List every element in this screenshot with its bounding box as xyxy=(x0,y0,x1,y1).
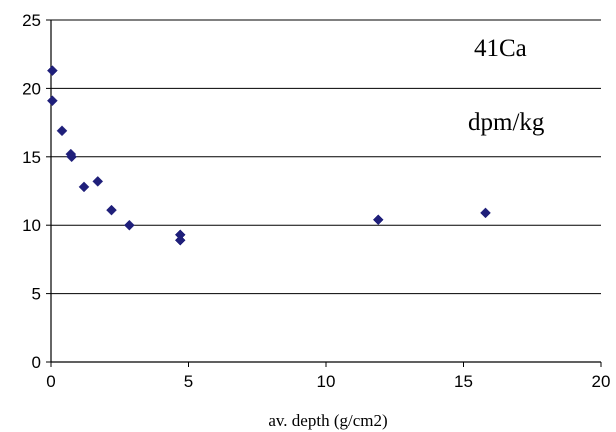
x-axis-label: av. depth (g/cm2) xyxy=(268,411,387,430)
data-point xyxy=(78,181,90,193)
y-tick-label: 25 xyxy=(22,11,41,30)
x-tick-label: 15 xyxy=(454,372,473,391)
ticks xyxy=(46,19,602,367)
data-point xyxy=(92,176,104,187)
data-point xyxy=(66,151,77,163)
data-point xyxy=(106,204,117,216)
x-tick-label: 20 xyxy=(592,372,611,391)
annotation-isotope: 41Ca xyxy=(474,35,527,62)
axis-tick-labels: 0 5 10 15 20 25 0 5 10 15 20 xyxy=(22,11,610,391)
annotation-units: dpm/kg xyxy=(468,109,545,136)
y-tick-label: 0 xyxy=(32,353,41,372)
x-tick-label: 5 xyxy=(184,372,193,391)
gridlines xyxy=(51,19,601,295)
x-tick-label: 0 xyxy=(46,372,55,391)
data-point xyxy=(124,219,135,231)
data-point xyxy=(47,95,58,107)
y-tick-label: 10 xyxy=(22,216,41,235)
data-points xyxy=(47,65,491,246)
x-tick-label: 10 xyxy=(317,372,336,391)
data-point xyxy=(56,125,68,137)
data-point xyxy=(174,234,186,246)
y-tick-label: 20 xyxy=(22,79,41,98)
data-point xyxy=(47,65,58,76)
plot-background xyxy=(51,20,601,362)
y-tick-label: 15 xyxy=(22,148,41,167)
data-point xyxy=(372,214,384,226)
y-tick-label: 5 xyxy=(32,285,41,304)
plot-area xyxy=(46,19,602,367)
data-point xyxy=(480,207,491,219)
